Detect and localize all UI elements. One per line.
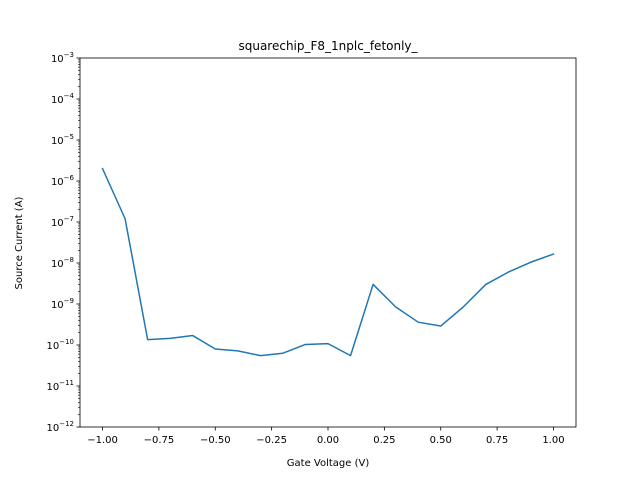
x-axis-label: Gate Voltage (V) xyxy=(287,458,370,469)
x-tick-label: −0.50 xyxy=(200,435,231,446)
y-tick-label: 10−6 xyxy=(51,174,75,188)
y-tick-label: 10−3 xyxy=(51,51,74,65)
x-tick-label: −0.75 xyxy=(144,435,175,446)
x-tick-label: 0.50 xyxy=(430,435,452,446)
y-tick-label: 10−5 xyxy=(51,133,74,147)
x-tick-label: −0.25 xyxy=(256,435,287,446)
x-tick-label: 1.00 xyxy=(542,435,564,446)
x-tick-label: 0.00 xyxy=(317,435,339,446)
y-tick-label: 10−10 xyxy=(46,338,74,352)
y-tick-label: 10−7 xyxy=(51,215,74,229)
x-tick-label: 0.25 xyxy=(373,435,395,446)
y-axis-label: Source Current (A) xyxy=(14,196,25,289)
y-tick-label: 10−11 xyxy=(46,379,74,393)
chart-title: squarechip_F8_1nplc_fetonly_ xyxy=(238,39,418,53)
x-tick-label: −1.00 xyxy=(87,435,118,446)
y-tick-label: 10−12 xyxy=(46,420,74,434)
x-tick-label: 0.75 xyxy=(486,435,508,446)
plot-frame xyxy=(79,57,577,428)
y-tick-label: 10−8 xyxy=(51,256,74,270)
series-line-0 xyxy=(101,167,555,357)
y-tick-label: 10−4 xyxy=(51,92,75,106)
y-tick-label: 10−9 xyxy=(51,297,74,311)
